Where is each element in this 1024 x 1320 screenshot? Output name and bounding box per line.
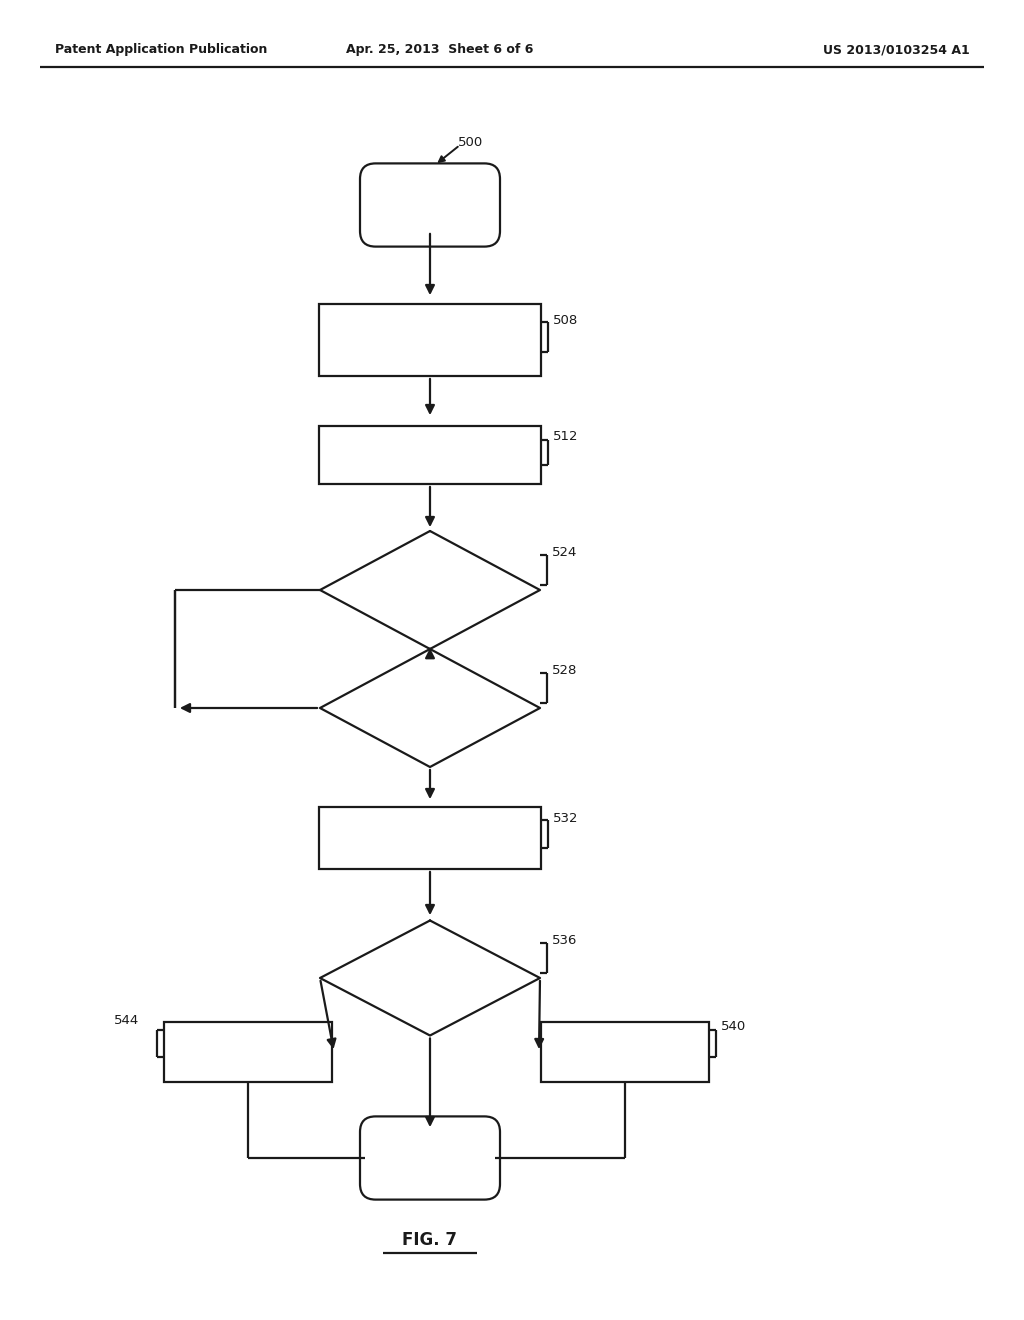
Text: 512: 512	[553, 430, 579, 444]
Bar	[541, 1022, 709, 1082]
Text: 540: 540	[721, 1020, 746, 1034]
Text: 544: 544	[114, 1014, 139, 1027]
Bar	[319, 426, 541, 484]
Text: 524: 524	[552, 545, 578, 558]
Bar	[164, 1022, 332, 1082]
Text: 508: 508	[553, 314, 579, 326]
Text: 528: 528	[552, 664, 578, 676]
Bar	[319, 304, 541, 376]
Text: 536: 536	[552, 933, 578, 946]
Text: FIG. 7: FIG. 7	[402, 1232, 458, 1249]
Text: Apr. 25, 2013  Sheet 6 of 6: Apr. 25, 2013 Sheet 6 of 6	[346, 44, 534, 57]
Text: 532: 532	[553, 812, 579, 825]
Text: 500: 500	[458, 136, 483, 149]
Text: Patent Application Publication: Patent Application Publication	[55, 44, 267, 57]
Bar	[319, 807, 541, 869]
Text: US 2013/0103254 A1: US 2013/0103254 A1	[823, 44, 970, 57]
